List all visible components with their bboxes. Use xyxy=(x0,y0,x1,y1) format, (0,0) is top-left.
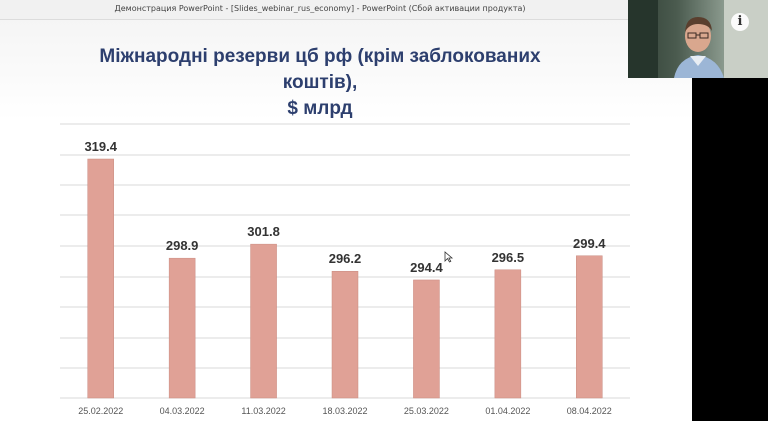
bar-18.03.2022 xyxy=(331,270,359,399)
slide-title-line2: $ млрд xyxy=(287,98,353,119)
bar-04.03.2022 xyxy=(168,257,196,399)
x-tick-label: 25.03.2022 xyxy=(404,406,449,416)
letterbox xyxy=(692,78,768,421)
x-tick-label: 01.04.2022 xyxy=(485,406,530,416)
bar-chart: 319.4 298.9 301.8 296.2 294.4 296.5 299.4 25.0… xyxy=(60,123,630,416)
x-tick-label: 08.04.2022 xyxy=(567,406,612,416)
slide-title-line1: Міжнародні резерви цб рф (крім заблокова… xyxy=(99,46,541,93)
x-tick-label: 04.03.2022 xyxy=(160,406,205,416)
slide-title: Міжнародні резерви цб рф (крім заблокова… xyxy=(60,44,580,122)
data-label: 301.8 xyxy=(247,224,280,239)
bar-08.04.2022 xyxy=(576,255,603,399)
info-icon[interactable]: i xyxy=(731,13,749,31)
bar-01.04.2022 xyxy=(494,269,522,399)
x-tick-label: 25.02.2022 xyxy=(78,406,123,416)
data-label: 319.4 xyxy=(84,139,117,154)
data-labels: 319.4 298.9 301.8 296.2 294.4 296.5 299.4 xyxy=(84,139,606,275)
presenter-video xyxy=(628,0,768,78)
data-label: 298.9 xyxy=(166,238,199,253)
data-label: 299.4 xyxy=(573,236,606,251)
bars xyxy=(87,158,603,399)
x-tick-label: 18.03.2022 xyxy=(322,406,367,416)
window-titlebar: Демонстрация PowerPoint - [Slides_webina… xyxy=(0,0,768,20)
data-label: 296.2 xyxy=(329,251,362,266)
webcam-feed xyxy=(628,0,768,78)
window-title: Демонстрация PowerPoint - [Slides_webina… xyxy=(114,4,526,13)
data-label: 296.5 xyxy=(492,250,525,265)
bar-25.02.2022 xyxy=(87,158,114,399)
x-axis-ticks: 25.02.2022 04.03.2022 11.03.2022 18.03.2022… xyxy=(78,406,612,416)
x-tick-label: 11.03.2022 xyxy=(241,406,285,416)
mouse-cursor-icon xyxy=(444,251,454,263)
bar-11.03.2022 xyxy=(250,243,277,399)
data-label: 294.4 xyxy=(410,260,443,275)
bar-25.03.2022 xyxy=(413,279,440,399)
